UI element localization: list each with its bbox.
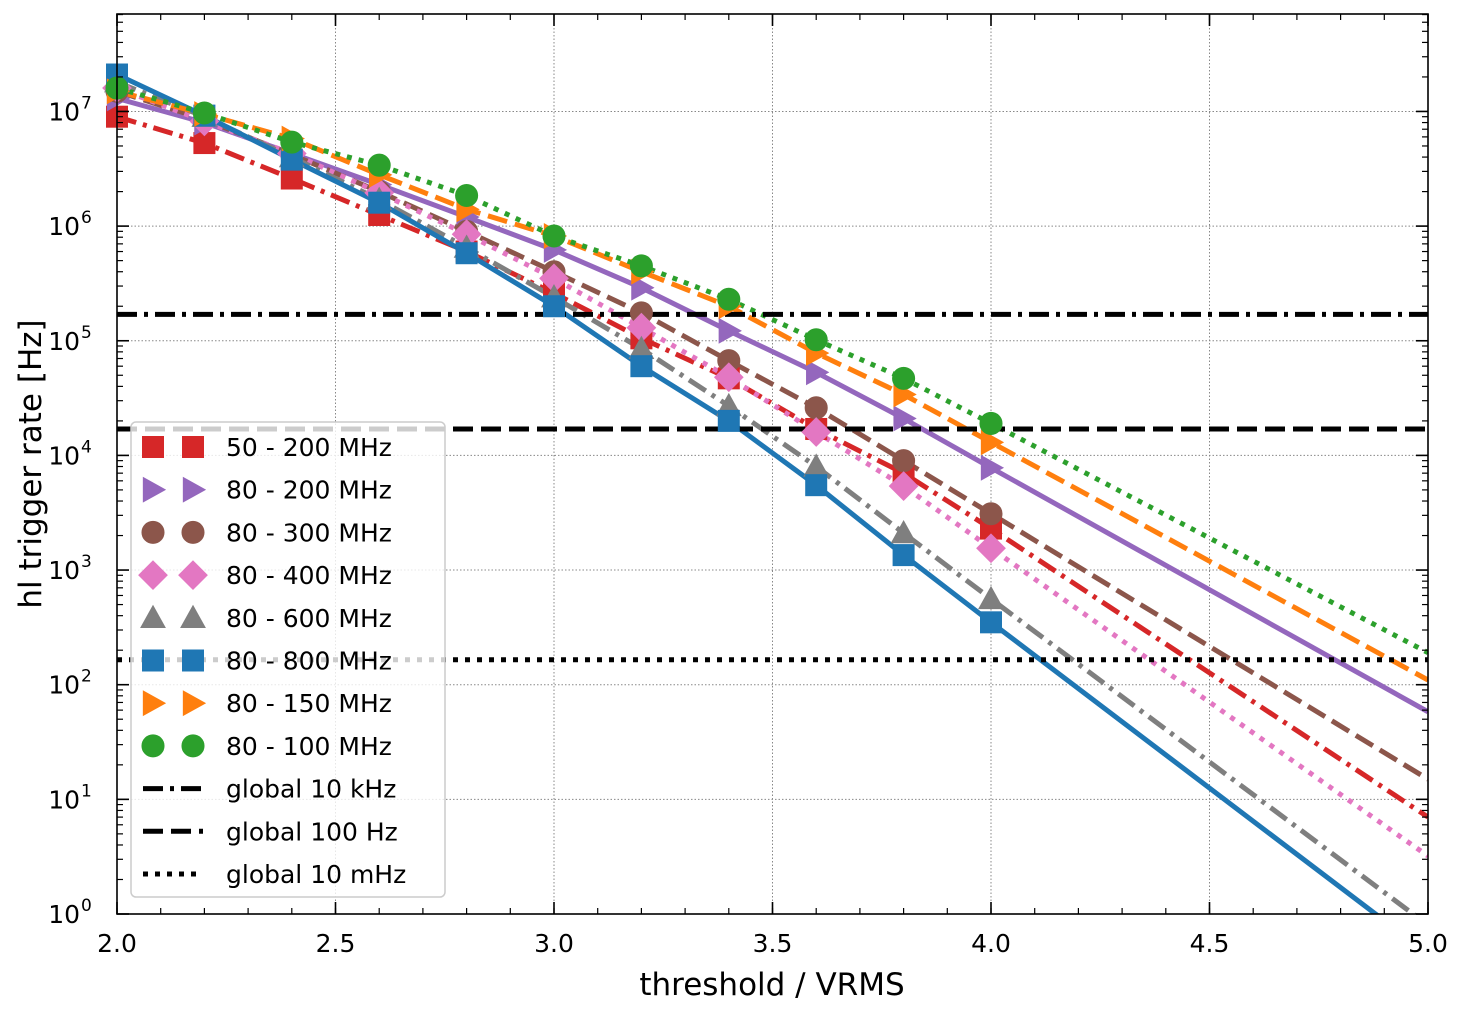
legend-label: 50 - 200 MHz [226,433,392,462]
x-tick-label: 3.5 [753,929,793,958]
data-point [367,153,391,177]
y-tick-label-exponent: 5 [81,323,92,343]
data-point [192,101,216,125]
data-point [890,520,917,544]
data-point [893,405,917,432]
legend-label: 80 - 200 MHz [226,476,392,505]
x-axis-label: threshold / VRMS [639,967,904,1003]
data-point [630,355,653,378]
series-line [117,85,1428,655]
y-tick-label-exponent: 6 [81,208,92,228]
y-tick-label-base: 10 [48,785,80,814]
y-tick-label-exponent: 7 [81,93,92,113]
series-line [117,114,1428,820]
data-point [978,585,1004,610]
data-point [718,317,742,344]
legend-marker [181,734,205,758]
data-point [806,359,830,386]
legend-marker [178,560,208,590]
data-point [976,533,1006,564]
legend-label: global 10 kHz [226,775,396,804]
legend-marker [138,560,168,590]
data-point [892,449,916,473]
data-point [543,295,565,318]
legend-label: 80 - 100 MHz [226,732,392,761]
data-point [368,191,391,214]
data-point [892,366,916,390]
y-tick-label-exponent: 2 [81,667,92,687]
data-point [713,362,744,393]
data-point [980,611,1002,634]
x-tick-label: 3.0 [534,929,574,958]
legend-label: global 10 mHz [226,860,406,889]
legend-marker [141,520,165,544]
data-point [804,328,828,352]
series-line [117,72,1380,914]
legend-label: 80 - 400 MHz [226,561,392,590]
data-point [280,130,304,154]
y-tick-label-exponent: 4 [81,437,92,457]
legend-label: 80 - 600 MHz [226,604,392,633]
data-point [629,254,653,278]
y-tick-label-base: 10 [48,327,80,356]
legend-marker [182,436,204,458]
legend-marker [182,476,207,503]
x-tick-label: 2.0 [97,929,137,958]
legend-marker [181,520,205,544]
legend-marker [142,649,164,672]
data-point [892,544,915,567]
x-tick-label: 5.0 [1408,929,1448,958]
data-point [980,454,1005,481]
data-point [280,167,303,190]
legend-marker [140,604,166,628]
data-point [631,274,655,301]
legend-label: 80 - 300 MHz [226,518,392,547]
data-point [979,411,1003,435]
axis-ticks: 2.0 2.5 3.0 3.5 4.0 4.5 5.010 010 110 210 310 410 51… [48,13,1448,958]
legend-marker [141,734,165,758]
data-point [805,474,828,497]
data-point [979,502,1003,526]
y-tick-label-base: 10 [48,97,80,126]
y-tick-label-base: 10 [48,441,80,470]
legend-marker [142,690,167,717]
legend-marker [180,604,206,628]
x-tick-label: 4.0 [971,929,1011,958]
data-point [455,183,479,207]
y-tick-label-base: 10 [48,900,80,929]
legend: 50 - 200 MHz 80 - 200 MHz 80 - 300 MHz 80 -… [130,421,446,898]
data-point [455,242,478,265]
data-point [542,224,566,248]
legend-label: 80 - 800 MHz [226,647,392,676]
series-markers [102,63,1006,634]
y-tick-label-exponent: 3 [81,552,92,572]
data-point [717,287,741,311]
y-tick-label-exponent: 1 [81,781,92,801]
data-point [804,396,828,420]
series-line [117,88,1428,683]
x-tick-label: 2.5 [316,929,356,958]
legend-marker [142,476,167,503]
legend-marker [142,436,164,458]
legend-marker [182,690,207,717]
y-tick-label-base: 10 [48,212,80,241]
y-axis-label: hl trigger rate [Hz] [13,319,49,608]
y-tick-label-exponent: 0 [81,896,92,916]
data-point [717,409,740,432]
x-tick-label: 4.5 [1190,929,1230,958]
series-line [117,85,1428,859]
series-line [117,79,1418,914]
y-tick-label-base: 10 [48,556,80,585]
legend-box [130,421,446,898]
data-point [980,429,1005,456]
y-tick-label-base: 10 [48,671,80,700]
legend-marker [182,649,204,672]
data-point [801,417,832,447]
legend-label: 80 - 150 MHz [226,689,392,718]
legend-label: global 100 Hz [226,817,398,846]
data-point [888,471,919,501]
